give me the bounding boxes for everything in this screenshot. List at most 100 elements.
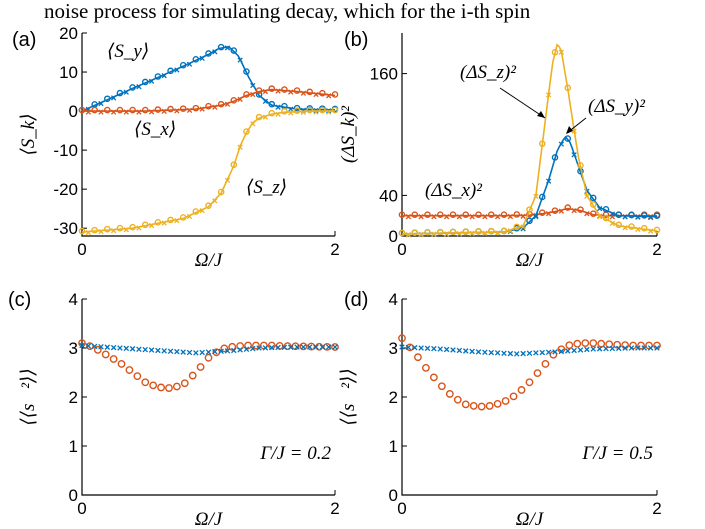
marker-circle-x [449,211,457,218]
marker-cross [469,348,475,355]
marker-circle-z [475,228,482,235]
marker-cross-x [405,214,412,220]
marker-cross-x [482,214,488,220]
y-tick-label: -30 [53,219,78,238]
marker-cross [268,344,275,351]
marker-circle [597,339,606,348]
marker-circle-z [167,216,174,224]
marker-cross-z [224,177,231,184]
marker-circle-x [577,206,584,213]
marker-cross [237,347,243,353]
marker-circle-z [78,227,86,235]
marker-circle-z [513,223,521,231]
marker-circle-y [243,68,250,75]
marker-cross-x [237,96,243,103]
marker-circle [331,343,339,351]
marker-circle-y [268,100,276,108]
x-tick-label: 0 [77,499,86,518]
arrow-dsz [499,87,546,119]
marker-cross [129,346,136,352]
marker-cross-x [136,109,142,115]
gamma-annotation: Γ/J = 0.5 [581,443,653,464]
marker-circle-z [319,106,326,114]
marker-cross-x [418,214,424,220]
marker-circle-y [141,78,149,86]
marker-circle [422,364,430,372]
marker-cross [224,348,231,354]
marker-cross-x [288,89,294,95]
marker-circle [188,371,197,380]
marker-circle [557,345,566,354]
marker-circle-x [500,211,508,218]
marker-circle-z [577,162,584,169]
x-tick-label: 2 [652,240,661,259]
y-tick-label: 2 [389,388,398,407]
marker-circle-y [589,194,597,202]
axis-frame [81,299,335,496]
marker-cross-y [237,57,243,63]
marker-cross [437,346,444,352]
marker-circle-z [281,107,288,115]
marker-circle-y [179,61,187,69]
marker-cross-z [161,220,167,226]
marker-cross-z [405,232,412,238]
marker-cross-z [520,224,526,230]
marker-cross-z [558,49,565,55]
marker-cross-x [174,108,180,114]
panel-b: (b)160 40 00 2 Ω/J (ΔS_k)² (ΔS_z)² (ΔS_y)² (ΔS_x… [338,29,662,271]
marker-circle-y [526,217,533,225]
y-tick-label: 2 [69,388,78,407]
x-tick-label: 0 [77,240,86,259]
marker-circle [437,382,446,391]
marker-cross-z [212,198,218,204]
marker-cross [250,345,256,352]
marker-circle-z [398,229,406,237]
marker-circle-y [154,73,162,80]
y-tick-label: 4 [69,290,78,309]
marker-cross [615,345,622,352]
marker-circle [573,339,582,348]
marker-circle-z [91,226,98,234]
marker-cross [231,347,237,354]
marker-cross [443,346,450,353]
marker-circle-x [462,211,470,218]
marker-circle-z [230,161,238,169]
marker-circle [637,341,645,350]
marker-cross-z [533,193,539,200]
marker-cross-z [418,231,424,238]
marker-cross-x [326,93,332,99]
marker-cross [411,344,418,351]
arrowhead-dsy [566,126,573,134]
y-tick-label: 0 [69,102,78,121]
marker-cross-y [136,84,142,90]
marker-cross-x [224,101,231,107]
marker-cross [262,345,269,351]
marker-circle [525,378,534,387]
marker-cross [243,346,250,352]
marker-cross [306,344,313,350]
marker-cross [488,349,495,356]
marker-circle-x [551,207,559,214]
marker-circle-z [551,49,559,56]
marker-cross-z [584,193,590,200]
y-tick-label: 3 [69,339,78,358]
marker-circle-x [179,105,187,112]
marker-cross-x [520,213,526,219]
marker-cross-x [507,213,514,220]
marker-cross-z [123,227,129,233]
marker-circle-x [230,97,238,104]
marker-circle-z [331,106,339,114]
marker-cross [287,344,294,350]
y-tick-label: 4 [389,290,398,309]
marker-circle [461,400,470,409]
marker-cross-y [275,104,281,110]
marker-circle [299,342,308,351]
marker-circle-z [424,229,431,236]
marker-cross-x [212,104,218,110]
marker-cross [399,344,405,350]
marker-cross-x [545,210,552,217]
marker-circle-y [167,67,174,75]
marker-cross [300,344,307,350]
marker-circle-y [564,135,572,142]
marker-cross-z [148,222,155,229]
